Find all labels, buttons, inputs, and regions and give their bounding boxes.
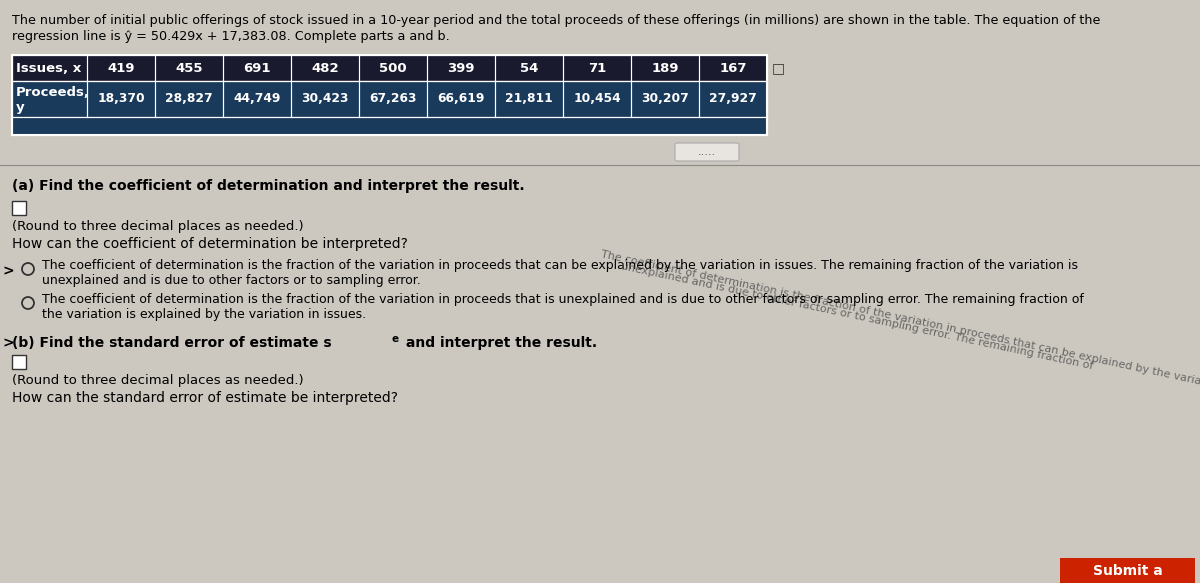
Bar <box>12 201 26 215</box>
Text: 54: 54 <box>520 61 538 75</box>
Text: unexplained and is due to other factors or to sampling error.: unexplained and is due to other factors … <box>42 274 421 287</box>
Bar <box>1060 558 1195 583</box>
Text: □: □ <box>772 61 785 75</box>
Text: and interpret the result.: and interpret the result. <box>401 336 598 350</box>
Bar <box>12 117 767 135</box>
Text: >: > <box>2 264 13 278</box>
Text: e: e <box>392 334 400 344</box>
Text: (a) Find the coefficient of determination and interpret the result.: (a) Find the coefficient of determinatio… <box>12 179 524 193</box>
Text: The coefficient of determination is the fraction of the variation in proceeds th: The coefficient of determination is the … <box>600 249 1200 451</box>
Text: 691: 691 <box>244 61 271 75</box>
Text: 21,811: 21,811 <box>505 93 553 106</box>
Text: 482: 482 <box>311 61 338 75</box>
Text: 10,454: 10,454 <box>574 93 620 106</box>
Text: 28,827: 28,827 <box>166 93 212 106</box>
Text: Proceeds,: Proceeds, <box>16 86 90 99</box>
Text: regression line is ŷ = 50.429x + 17,383.08. Complete parts a and b.: regression line is ŷ = 50.429x + 17,383.… <box>12 30 450 43</box>
Text: The coefficient of determination is the fraction of the variation in proceeds th: The coefficient of determination is the … <box>42 259 1078 272</box>
FancyBboxPatch shape <box>674 143 739 161</box>
Text: (Round to three decimal places as needed.): (Round to three decimal places as needed… <box>12 374 304 387</box>
Text: 44,749: 44,749 <box>233 93 281 106</box>
Text: How can the standard error of estimate be interpreted?: How can the standard error of estimate b… <box>12 391 398 405</box>
Text: 30,423: 30,423 <box>301 93 349 106</box>
Text: How can the coefficient of determination be interpreted?: How can the coefficient of determination… <box>12 237 408 251</box>
Bar <box>12 81 767 117</box>
Text: >: > <box>2 336 13 350</box>
Text: 500: 500 <box>379 61 407 75</box>
Text: Issues, x: Issues, x <box>16 61 82 75</box>
Text: The coefficient of determination is the fraction of the variation in proceeds th: The coefficient of determination is the … <box>42 293 1084 306</box>
Text: y: y <box>16 100 25 114</box>
Bar <box>12 55 767 81</box>
Text: 189: 189 <box>652 61 679 75</box>
Text: 67,263: 67,263 <box>370 93 416 106</box>
Text: The number of initial public offerings of stock issued in a 10-year period and t: The number of initial public offerings o… <box>12 14 1100 27</box>
Text: the variation is explained by the variation in issues.: the variation is explained by the variat… <box>42 308 366 321</box>
Text: (Round to three decimal places as needed.): (Round to three decimal places as needed… <box>12 220 304 233</box>
Text: 66,619: 66,619 <box>437 93 485 106</box>
Text: unexplained and is due to other factors or to sampling error. The remaining frac: unexplained and is due to other factors … <box>620 261 1094 371</box>
Text: 18,370: 18,370 <box>97 93 145 106</box>
Text: 30,207: 30,207 <box>641 93 689 106</box>
Text: 399: 399 <box>448 61 475 75</box>
Text: 71: 71 <box>588 61 606 75</box>
Text: 27,927: 27,927 <box>709 93 757 106</box>
Text: 455: 455 <box>175 61 203 75</box>
Text: .....: ..... <box>698 147 716 157</box>
Text: 167: 167 <box>719 61 746 75</box>
Text: 419: 419 <box>107 61 134 75</box>
Text: (b) Find the standard error of estimate s: (b) Find the standard error of estimate … <box>12 336 331 350</box>
Text: Submit a: Submit a <box>1093 564 1163 578</box>
Bar <box>12 355 26 369</box>
